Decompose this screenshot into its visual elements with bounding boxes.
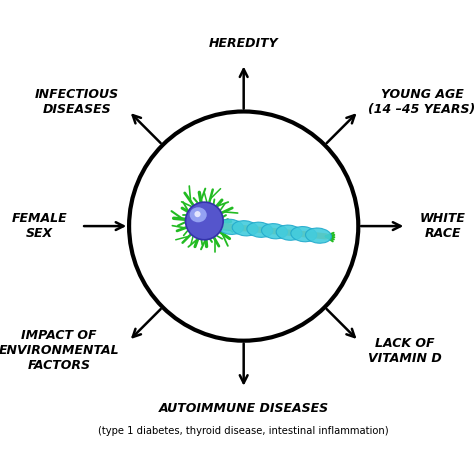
- Ellipse shape: [262, 224, 287, 239]
- Ellipse shape: [232, 221, 258, 236]
- Ellipse shape: [276, 225, 302, 240]
- Ellipse shape: [218, 219, 244, 235]
- Text: HEREDITY: HEREDITY: [209, 37, 279, 50]
- Ellipse shape: [291, 227, 317, 242]
- Text: YOUNG AGE
(14 –45 YEARS): YOUNG AGE (14 –45 YEARS): [368, 88, 474, 116]
- Text: IMPACT OF
ENVIRONMENTAL
FACTORS: IMPACT OF ENVIRONMENTAL FACTORS: [0, 329, 119, 372]
- Text: AUTOIMMUNE DISEASES: AUTOIMMUNE DISEASES: [159, 402, 329, 415]
- Ellipse shape: [185, 202, 223, 240]
- Ellipse shape: [194, 211, 201, 217]
- Ellipse shape: [306, 228, 331, 243]
- Ellipse shape: [247, 222, 273, 237]
- Text: INFECTIOUS
DISEASES: INFECTIOUS DISEASES: [35, 88, 119, 116]
- Circle shape: [129, 111, 358, 341]
- Text: LACK OF
VITAMIN D: LACK OF VITAMIN D: [368, 337, 442, 365]
- Ellipse shape: [190, 207, 207, 222]
- Text: (type 1 diabetes, thyroid disease, intestinal inflammation): (type 1 diabetes, thyroid disease, intes…: [99, 426, 389, 436]
- Text: FEMALE
SEX: FEMALE SEX: [12, 212, 67, 240]
- Text: WHITE
RACE: WHITE RACE: [420, 212, 466, 240]
